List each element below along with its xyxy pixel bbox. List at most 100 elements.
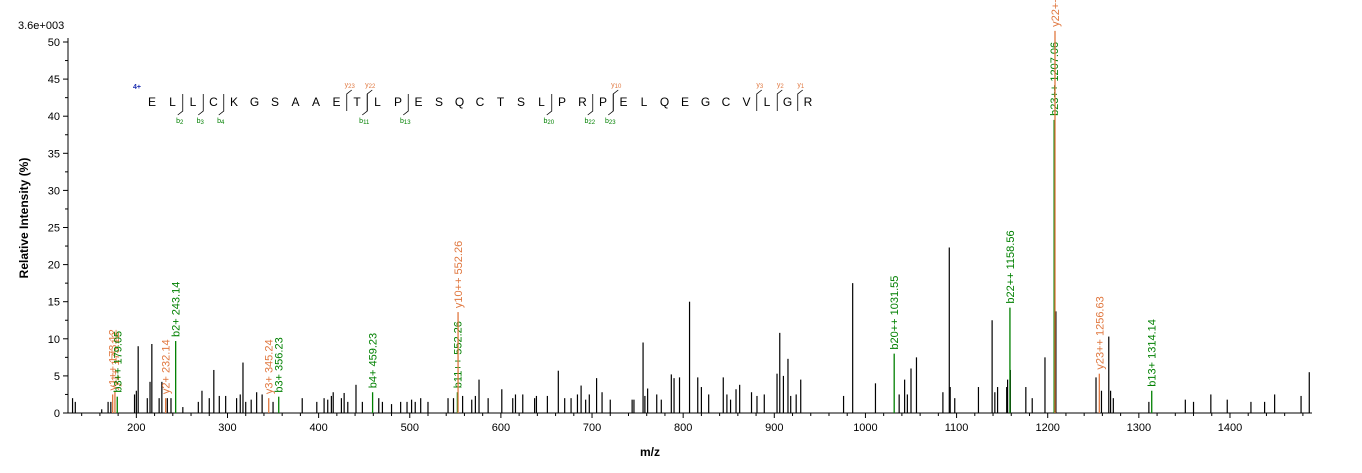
b-ion-label: b11 [359,118,370,126]
y-tick-label: 10 [48,334,60,346]
residue: C [722,95,731,109]
charge-state: 4+ [133,84,141,91]
y-ion-bracket [776,89,783,111]
residue: Q [455,95,464,109]
x-tick-label: 1400 [1218,422,1242,434]
b-ion-bracket [546,94,553,116]
x-tick-label: 200 [127,422,145,434]
b-ion-bracket [177,94,184,116]
y-tick-label: 5 [54,371,60,383]
peak-label: b22++ 1158.56 [1005,230,1017,303]
y-tick-label: 50 [48,37,60,49]
y-ion-label: y3 [756,82,764,90]
residue: C [476,95,485,109]
y-ion-label: y1 [797,82,805,90]
y-ion-bracket [366,89,373,111]
peptide-sequence: 4+E L L C K G S A A E T L P E S Q C T S L P R P E L Q E G C V L G Rb2 b3 b… [133,82,813,126]
peak-label: y2+ 232.14 [161,339,173,394]
peak-label: b13+ 1314.14 [1147,319,1159,387]
residue: L [374,95,381,109]
y-tick-label: 20 [48,260,60,272]
residue: Q [660,95,669,109]
x-tick-label: 600 [492,422,510,434]
x-tick-label: 900 [765,422,783,434]
residue: E [332,95,340,109]
residue: L [764,95,771,109]
x-tick-label: 300 [218,422,236,434]
y-tick-label: 0 [54,408,60,420]
b-ion-bracket [608,94,614,116]
peak-label: y1+ 175.12 [110,332,122,387]
y-ion-label: y22 [365,82,376,90]
residue: K [230,95,238,109]
residue: P [599,95,607,109]
residue: R [578,95,587,109]
residue: V [742,95,750,109]
y-tick-label: 40 [48,111,60,123]
x-tick-label: 1100 [945,422,969,434]
residue: L [538,95,545,109]
peak-label: b3++ 179.05 [112,331,124,393]
b-ion-label: b13 [400,118,411,126]
residue: G [250,95,259,109]
x-tick-label: 1200 [1035,422,1059,434]
residue: E [414,95,422,109]
residue: G [701,95,710,109]
residue: R [804,95,813,109]
peak-label: b4+ 459.23 [368,333,380,388]
x-tick-label: 1300 [1127,422,1151,434]
y-ion-bracket [612,89,619,111]
y-ion-label: y23 [345,82,356,90]
peak-label: y10++ 552.26 [453,241,465,308]
peak-label: b20++ 1031.55 [889,276,901,350]
peak-bars [71,247,1310,413]
y-ion-label: y2 [777,82,785,90]
residue: L [190,95,197,109]
y-ion-bracket [756,89,762,111]
b-ion-label: b23 [605,118,616,126]
scale-label: 3.6e+003 [18,20,64,32]
x-tick-label: 500 [401,422,419,434]
b-ion-bracket [198,94,204,116]
residue: E [148,95,156,109]
y-tick-label: 15 [48,297,60,309]
residue: P [394,95,402,109]
peak-label: y3+ 345.24 [264,339,276,394]
y-tick-label: 30 [48,185,60,197]
residue: S [517,95,525,109]
residue: T [497,95,505,109]
peak-label: y1++ 173.12 [108,329,120,390]
peak-label: b2+ 243.14 [171,282,183,337]
y-ion-bracket [797,89,803,111]
x-tick-label: 1000 [853,422,877,434]
residue: L [169,95,176,109]
residue: E [681,95,689,109]
y-tick-label: 45 [48,74,60,86]
b-ion-label: b20 [543,118,554,126]
residue: L [641,95,648,109]
x-tick-label: 800 [674,422,692,434]
x-axis-label: m/z [640,445,660,459]
y-tick-label: 25 [48,223,60,235]
b-ion-bracket [587,94,594,116]
y-ion-bracket [346,89,352,111]
residue: C [209,95,218,109]
residue: E [619,95,627,109]
axes: 0 5 10 15 20 25 30 35 40 45 50 200 300 400 500 600 700 80… [48,37,1312,434]
peak-label: y22++ [1050,0,1062,27]
x-tick-label: 700 [583,422,601,434]
y-axis-label: Relative Intensity (%) [17,158,31,279]
b-ion-label: b2 [176,118,184,126]
b-ion-label: b4 [217,118,225,126]
b-ion-bracket [403,94,409,116]
residue: T [353,95,361,109]
residue: P [558,95,566,109]
residue: S [271,95,279,109]
peak-label: y23++ 1256.63 [1094,296,1106,369]
residue: G [783,95,792,109]
b-ion-bracket [218,94,225,116]
b-ion-label: b3 [197,118,205,126]
y-ion-label: y10 [611,82,622,90]
